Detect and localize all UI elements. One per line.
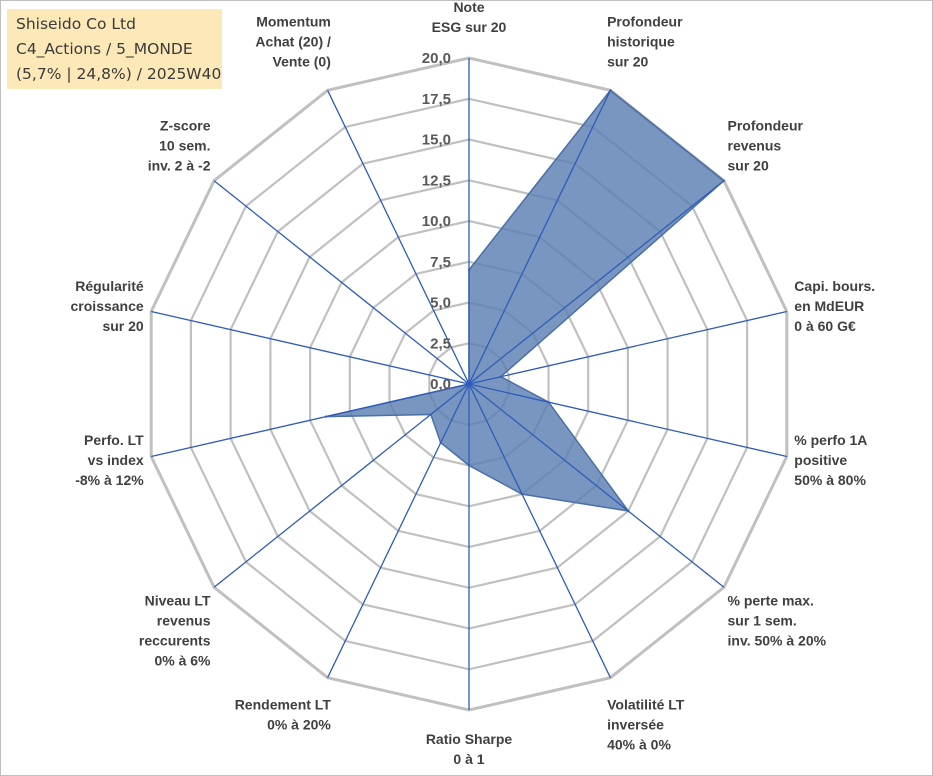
company-name: Shiseido Co Ltd [16, 15, 136, 33]
period-label: (5,7% | 24,8%) / 2025W40 [16, 65, 222, 83]
category-label: Perfo. LT vs index -8% à 12% [75, 432, 144, 488]
axis-spoke [213, 180, 470, 385]
tick-label: 7,5 [430, 254, 451, 271]
category-label: Volatilité LT inversée 40% à 0% [607, 697, 685, 753]
info-box: Shiseido Co Ltd C4_Actions / 5_MONDE (5,… [7, 9, 222, 89]
axis-spoke [151, 310, 470, 385]
portfolio-label: C4_Actions / 5_MONDE [16, 40, 193, 58]
axis-spoke [327, 90, 470, 385]
category-label: Profondeur historique sur 20 [607, 13, 683, 69]
category-label: Profondeur revenus sur 20 [728, 117, 804, 173]
radar-tick-labels: 0,0 2,5 5,0 7,5 10,0 12,5 15,0 17,5 20,0 [422, 50, 451, 393]
tick-label: 15,0 [422, 132, 451, 149]
tick-label: 17,5 [422, 91, 451, 108]
axis-spoke [213, 383, 470, 588]
tick-label: 20,0 [422, 50, 451, 67]
axis-spoke [468, 90, 611, 385]
axis-spoke [468, 383, 611, 678]
category-label: Régularité croissance sur 20 [71, 278, 144, 334]
axis-spoke [468, 180, 725, 385]
axis-spoke [468, 310, 787, 385]
category-label: Niveau LT revenus reccurents 0% à 6% [139, 593, 211, 669]
category-label: Momentum Achat (20) / Vente (0) [255, 13, 331, 69]
category-label: Note ESG sur 20 [432, 0, 507, 35]
tick-label: 2,5 [430, 335, 451, 352]
category-label: Rendement LT 0% à 20% [235, 697, 332, 733]
tick-label: 5,0 [430, 295, 451, 312]
radar-axes [151, 58, 787, 710]
category-label: Ratio Sharpe 0 à 1 [426, 731, 513, 767]
radar-category-labels: Note ESG sur 20 Profondeur historique sur 20… [71, 0, 876, 767]
tick-label: 10,0 [422, 213, 451, 230]
category-label: % perfo 1A positive 50% à 80% [794, 432, 867, 488]
tick-label: 12,5 [422, 172, 451, 189]
category-label: Capi. bours. en MdEUR 0 à 60 G€ [794, 278, 875, 334]
category-label: Z-score 10 sem. inv. 2 à -2 [148, 117, 211, 173]
series-area [325, 89, 726, 513]
axis-spoke [327, 383, 470, 678]
axis-spoke [468, 383, 787, 458]
category-label: % perte max. sur 1 sem. inv. 50% à 20% [728, 593, 827, 649]
axis-spoke [468, 383, 725, 588]
axis-spoke [151, 383, 470, 458]
tick-label: 0,0 [430, 376, 451, 393]
